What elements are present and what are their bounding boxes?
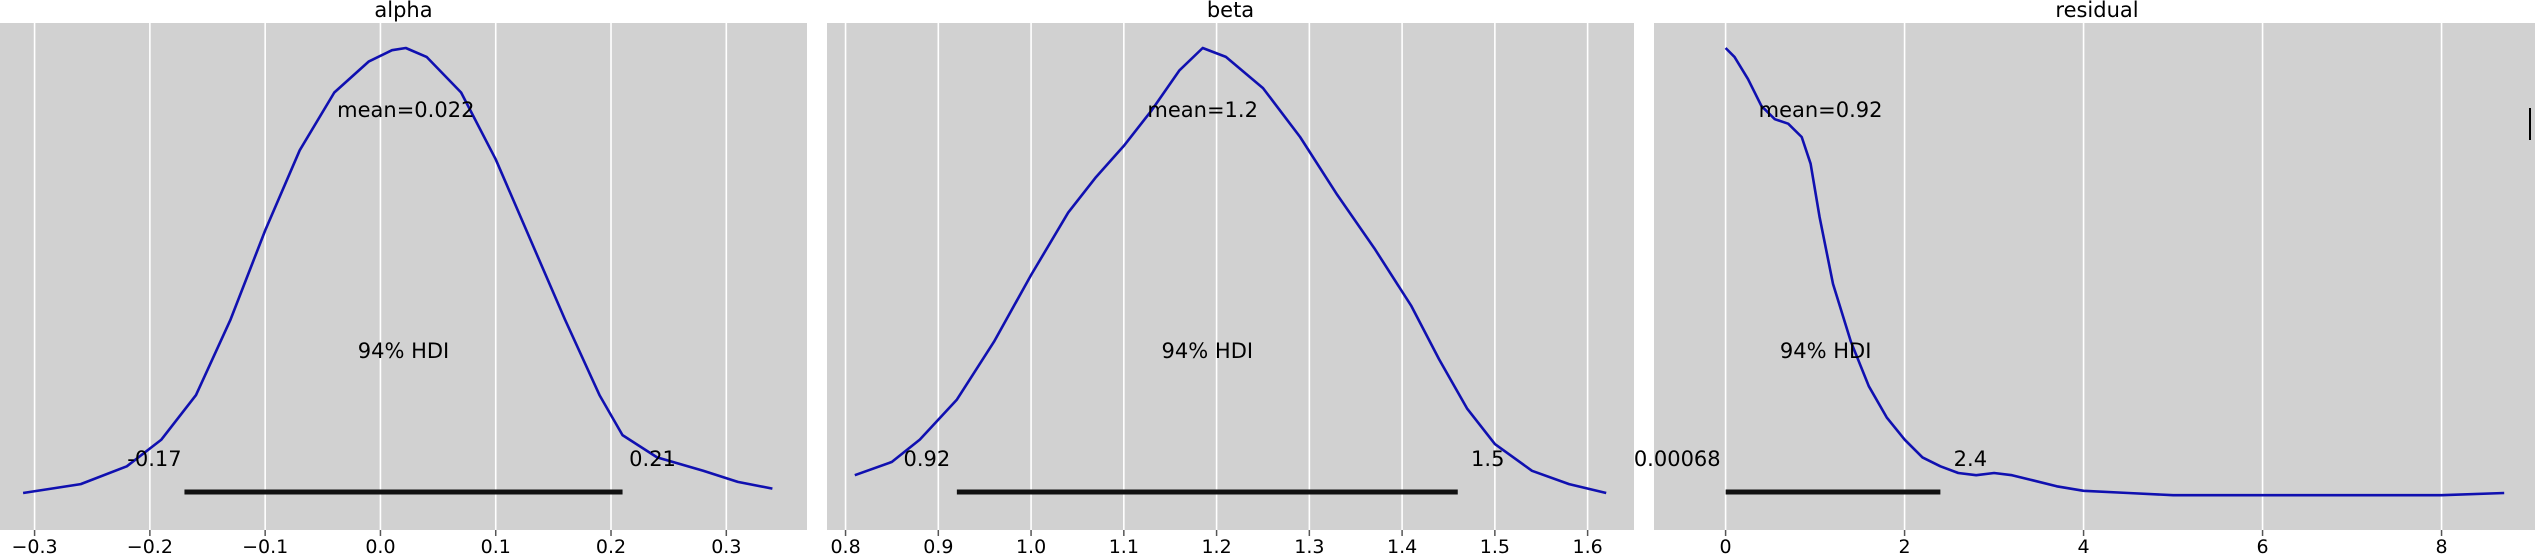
x-tick-label: 8 <box>2436 536 2448 554</box>
x-tick-label: 0.8 <box>830 536 860 554</box>
x-tick-label: −0.2 <box>127 536 173 554</box>
x-tick-label: 1.2 <box>1201 536 1231 554</box>
x-tick-label: 0.1 <box>481 536 511 554</box>
x-tick-label: 1.5 <box>1480 536 1510 554</box>
panel-beta: 0.8 0.9 1.0 1.1 1.2 1.3 1.4 1.5 1.6 beta mean=1.2 9… <box>827 0 1634 554</box>
panel-background <box>0 23 807 530</box>
panel-title: alpha <box>374 0 432 22</box>
x-tick-label: 0.2 <box>596 536 626 554</box>
hdi-label: 94% HDI <box>1780 339 1872 363</box>
hdi-high-label: 1.5 <box>1471 447 1504 471</box>
x-tick-label: 0.0 <box>365 536 395 554</box>
mean-label: mean=0.022 <box>337 98 474 122</box>
mean-label: mean=1.2 <box>1147 98 1258 122</box>
mean-label: mean=0.92 <box>1759 98 1883 122</box>
x-tick-label: 0.3 <box>711 536 741 554</box>
density-curve <box>1724 47 2505 497</box>
hdi-low-label: 0.92 <box>903 447 950 471</box>
hdi-low-label: 0.00068 <box>1634 447 1721 471</box>
x-tick-label: 1.3 <box>1294 536 1324 554</box>
hdi-label: 94% HDI <box>358 339 450 363</box>
x-tick-label: 1.1 <box>1109 536 1139 554</box>
x-tick-label: −0.1 <box>242 536 288 554</box>
x-tick-label: 4 <box>2078 536 2090 554</box>
density-curve <box>854 46 1607 495</box>
x-tick-label: 1.4 <box>1387 536 1417 554</box>
x-tick-label: 2 <box>1899 536 1911 554</box>
x-tick-label: 1.0 <box>1016 536 1046 554</box>
panel-background <box>827 23 1634 530</box>
hdi-label: 94% HDI <box>1162 339 1254 363</box>
x-tick-label: 6 <box>2257 536 2269 554</box>
x-tick-label: 0 <box>1720 536 1732 554</box>
x-tick-label: −0.3 <box>12 536 58 554</box>
panel-title: residual <box>2055 0 2138 22</box>
hdi-high-label: 0.21 <box>629 447 676 471</box>
panel-background <box>1654 23 2535 530</box>
hdi-low-label: -0.17 <box>127 447 181 471</box>
density-curve <box>22 46 773 495</box>
hdi-high-label: 2.4 <box>1954 447 1987 471</box>
panel-title: beta <box>1207 0 1254 22</box>
panel-residual: 0 2 4 6 8 residual mean=0.92 94% HDI 0.00068 2.4 <box>1634 0 2535 554</box>
x-tick-label: 1.6 <box>1573 536 1603 554</box>
panel-alpha: −0.3 −0.2 −0.1 0.0 0.1 0.2 0.3 alpha mean=0.022 9… <box>0 0 807 554</box>
x-tick-label: 0.9 <box>923 536 953 554</box>
